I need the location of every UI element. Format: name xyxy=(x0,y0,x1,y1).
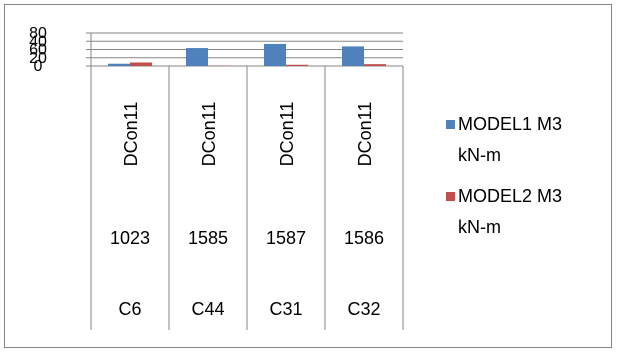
category-label-line3: C32 xyxy=(347,299,380,319)
bar-1-C31 xyxy=(264,43,286,66)
bar-1-C44 xyxy=(186,48,208,66)
legend-swatch xyxy=(446,192,455,201)
chart-frame xyxy=(4,4,612,348)
bar-2-C6 xyxy=(130,62,152,66)
bar-1-C6 xyxy=(108,63,130,66)
legend-label: MODEL1 M3 xyxy=(458,114,562,134)
category-label-line1: DCon11 xyxy=(121,102,141,167)
category-label-line2: 1587 xyxy=(266,228,306,248)
y-tick-label: 80 xyxy=(29,25,47,42)
category-label-line3: C6 xyxy=(118,299,141,319)
category-label-line3: C44 xyxy=(191,299,224,319)
legend-label-cont: kN-m xyxy=(458,145,501,165)
legend-swatch xyxy=(446,120,455,129)
legend-label: MODEL2 M3 xyxy=(458,186,562,206)
category-label-line2: 1023 xyxy=(110,228,150,248)
bar-1-C32 xyxy=(342,46,364,66)
category-label-line1: DCon11 xyxy=(277,102,297,167)
bar-2-C32 xyxy=(364,64,386,66)
bar-2-C31 xyxy=(286,64,308,66)
y-tick-label: 40 xyxy=(29,33,47,50)
category-label-line2: 1585 xyxy=(188,228,228,248)
y-tick-label: 20 xyxy=(29,50,47,67)
category-label-line2: 1586 xyxy=(344,228,384,248)
legend-label-cont: kN-m xyxy=(458,217,501,237)
category-label-line1: DCon11 xyxy=(199,102,219,167)
category-label-line3: C31 xyxy=(269,299,302,319)
y-tick-label: 60 xyxy=(29,42,47,59)
category-label-line1: DCon11 xyxy=(355,102,375,167)
y-tick-label: 0 xyxy=(34,58,43,75)
